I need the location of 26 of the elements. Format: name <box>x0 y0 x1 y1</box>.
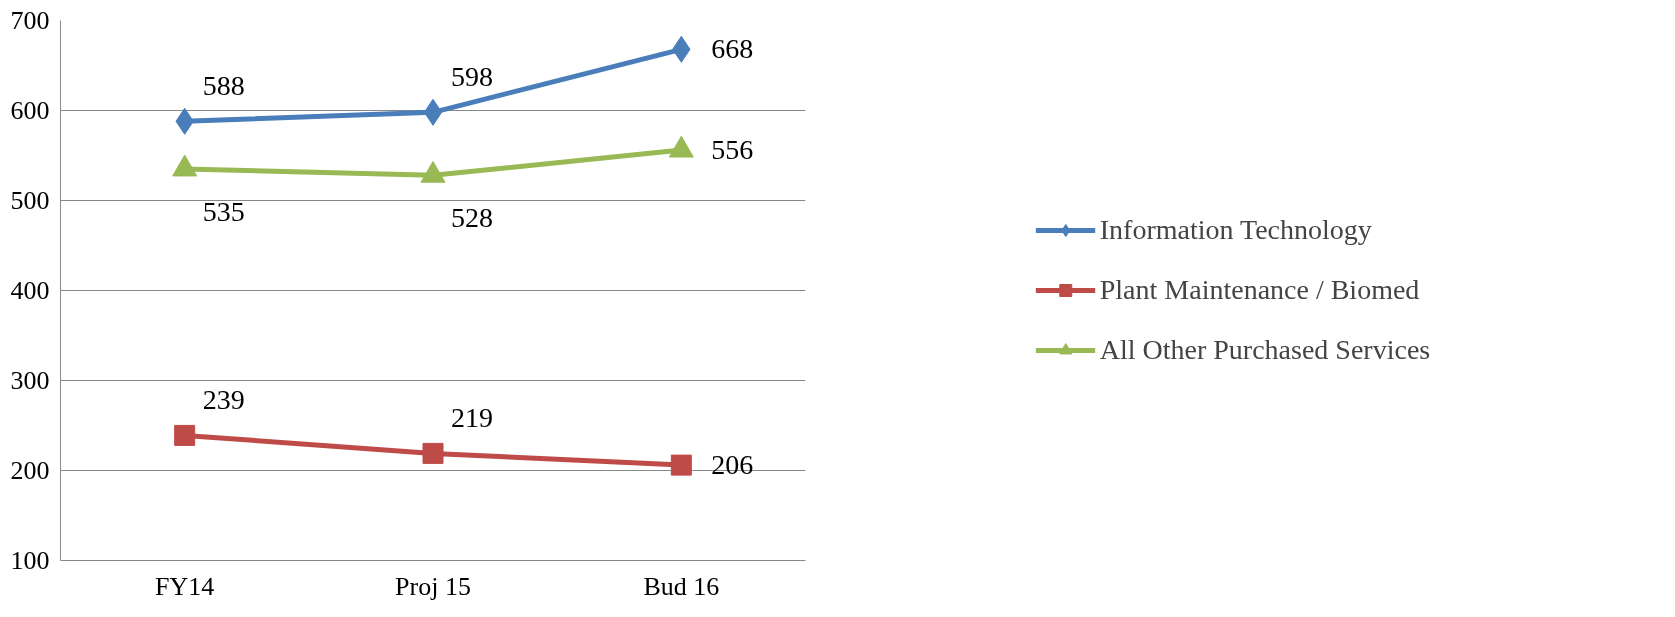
data-label: 535 <box>202 196 245 227</box>
y-tick-label: 500 <box>10 186 50 215</box>
x-tick-label: Bud 16 <box>643 571 720 601</box>
point <box>670 454 692 476</box>
data-label: 219 <box>451 402 493 434</box>
legend-label: All Other Purchased Services <box>1099 334 1431 366</box>
legend-label: Plant Maintenance / Biomed <box>1099 274 1420 306</box>
x-tick-label: Proj 15 <box>395 571 471 601</box>
data-label: 239 <box>202 384 245 416</box>
y-tick-label: 600 <box>10 96 50 125</box>
y-tick-label: 700 <box>10 6 50 35</box>
point <box>423 98 443 126</box>
point <box>422 442 444 464</box>
y-tick-label: 100 <box>10 546 50 575</box>
data-label: 598 <box>451 61 493 93</box>
y-tick-label: 200 <box>10 456 50 485</box>
data-label: 528 <box>451 202 493 234</box>
data-label: 206 <box>711 449 754 481</box>
data-label: 588 <box>202 70 245 102</box>
data-label: 668 <box>711 33 754 65</box>
x-tick-label: FY14 <box>155 571 215 601</box>
point <box>174 424 196 446</box>
legend-label: Information Technology <box>1099 214 1372 246</box>
y-tick-label: 400 <box>10 276 50 305</box>
data-label: 556 <box>711 134 754 166</box>
y-tick-label: 300 <box>10 366 50 395</box>
